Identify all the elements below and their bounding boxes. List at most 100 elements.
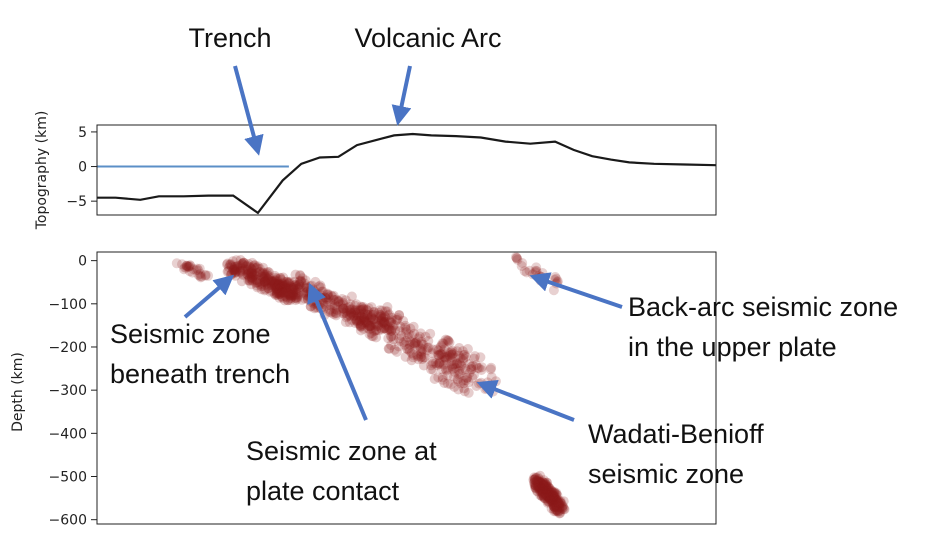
- earthquake-point: [373, 325, 384, 336]
- earthquake-point: [545, 490, 556, 501]
- earthquake-point: [382, 325, 393, 335]
- earthquake-point: [537, 483, 548, 494]
- earthquake-point: [356, 305, 367, 316]
- earthquake-point: [557, 504, 568, 514]
- earthquake-point: [266, 276, 277, 287]
- earthquake-point: [548, 490, 559, 501]
- earthquake-point: [299, 293, 310, 304]
- earthquake-point: [272, 287, 283, 298]
- earthquake-point: [238, 258, 249, 268]
- earthquake-point: [321, 294, 332, 305]
- earthquake-point: [374, 312, 385, 322]
- earthquake-point: [545, 489, 556, 500]
- annotations: Trench Volcanic Arc Seismic zone beneath…: [110, 23, 898, 506]
- earthquake-point: [260, 276, 271, 287]
- earthquake-point: [286, 290, 297, 301]
- earthquake-point: [331, 294, 342, 305]
- earthquake-point: [436, 349, 447, 360]
- earthquake-point: [273, 279, 284, 290]
- earthquake-point: [364, 321, 375, 332]
- earthquake-point: [274, 280, 285, 291]
- earthquake-point: [541, 486, 552, 497]
- earthquake-point: [548, 499, 558, 510]
- earthquake-point: [222, 266, 233, 277]
- earthquake-point: [243, 259, 254, 269]
- earthquake-point: [539, 479, 549, 490]
- earthquake-point: [537, 485, 548, 496]
- earthquake-point: [468, 370, 479, 380]
- earthquake-point: [551, 506, 561, 517]
- earthquake-point: [450, 362, 461, 373]
- earthquake-point: [440, 363, 451, 374]
- earthquake-point: [519, 266, 530, 277]
- earthquake-point: [386, 331, 397, 342]
- earthquake-point: [291, 289, 302, 300]
- earthquake-point: [248, 262, 259, 273]
- earthquake-point: [244, 261, 255, 272]
- earthquake-point: [385, 317, 396, 328]
- earthquake-point: [347, 304, 358, 315]
- earthquake-point: [544, 490, 555, 501]
- earthquake-point: [277, 279, 288, 290]
- earthquake-point: [417, 354, 428, 365]
- earthquake-point: [295, 282, 306, 293]
- earthquake-point: [281, 283, 291, 294]
- earthquake-point: [549, 501, 560, 512]
- earthquake-point: [468, 360, 478, 371]
- earthquake-point: [259, 279, 270, 290]
- earthquake-point: [542, 484, 553, 495]
- earthquake-point: [346, 291, 357, 302]
- plate-contact-label-line1: Seismic zone at: [246, 436, 437, 466]
- earthquake-point: [455, 378, 466, 389]
- earthquake-point: [554, 502, 565, 513]
- earthquake-point: [446, 356, 457, 366]
- earthquake-point: [539, 484, 550, 495]
- earthquake-point: [252, 282, 263, 293]
- earthquake-point: [555, 502, 566, 513]
- earthquake-point: [276, 287, 287, 298]
- earthquake-point: [406, 355, 417, 366]
- earthquake-point: [274, 285, 284, 296]
- earthquake-point: [420, 331, 431, 342]
- earthquake-point: [417, 344, 428, 355]
- topography-panel: 5 0 −5 Topography (km): [34, 111, 717, 230]
- earthquake-point: [532, 475, 543, 486]
- earthquake-point: [418, 360, 429, 371]
- earthquake-point: [292, 280, 303, 291]
- earthquake-point: [536, 487, 547, 498]
- earthquake-point: [273, 281, 283, 291]
- depth-y-tick-label: −500: [49, 470, 87, 486]
- earthquake-point: [366, 312, 377, 322]
- earthquake-point: [280, 280, 291, 291]
- earthquake-point: [258, 272, 269, 283]
- earthquake-point: [530, 473, 541, 484]
- earthquake-point: [245, 272, 256, 283]
- earthquake-point: [545, 493, 556, 504]
- earthquake-point: [225, 260, 236, 271]
- earthquake-point: [441, 365, 452, 376]
- earthquake-point: [418, 352, 429, 363]
- earthquake-point: [395, 321, 406, 332]
- earthquake-point: [440, 354, 451, 365]
- earthquake-point: [231, 267, 241, 277]
- earthquake-point: [385, 325, 396, 336]
- earthquake-point: [244, 273, 255, 284]
- wadati-arrow: [476, 380, 575, 422]
- earthquake-point: [548, 494, 559, 505]
- earthquake-point: [458, 353, 469, 364]
- earthquake-point: [538, 483, 549, 494]
- earthquake-point: [366, 328, 377, 339]
- earthquake-point: [293, 283, 304, 294]
- earthquake-point: [549, 502, 560, 513]
- earthquake-point: [437, 364, 448, 375]
- earthquake-point: [271, 288, 282, 299]
- earthquake-point: [534, 482, 545, 493]
- earthquake-point: [362, 305, 373, 316]
- earthquake-point: [271, 283, 282, 294]
- earthquake-point: [272, 282, 283, 293]
- earthquake-point: [271, 284, 282, 295]
- earthquake-point: [282, 295, 293, 306]
- earthquake-point: [554, 508, 565, 519]
- earthquake-point: [364, 321, 375, 332]
- earthquake-point: [436, 340, 447, 351]
